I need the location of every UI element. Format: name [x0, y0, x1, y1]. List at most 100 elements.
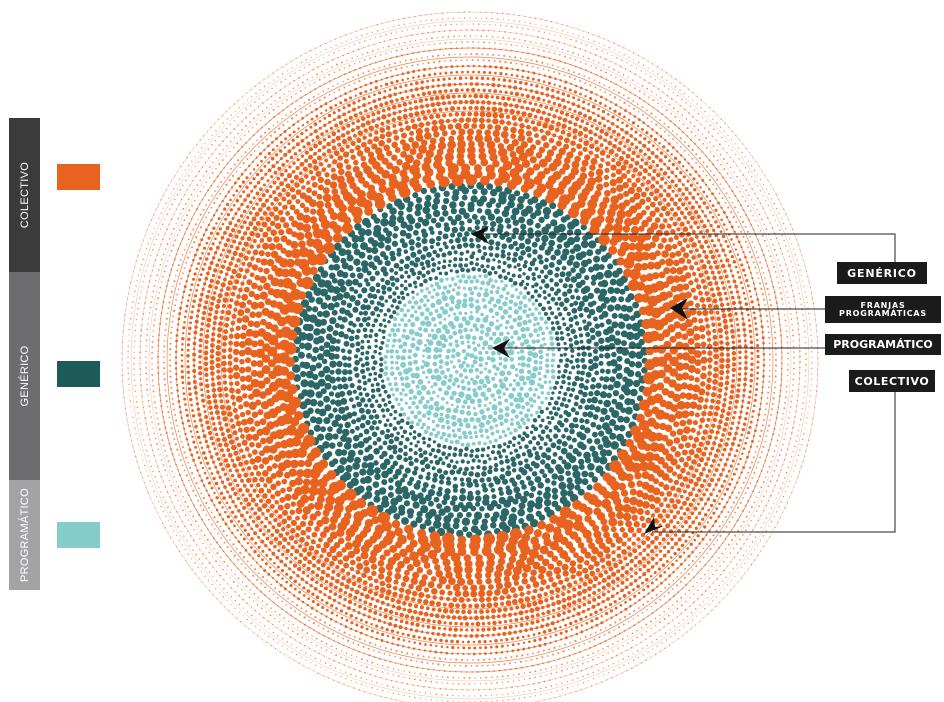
halftone-dot	[486, 503, 495, 512]
halftone-dot	[669, 430, 677, 437]
halftone-dot	[475, 529, 482, 536]
halftone-dot	[618, 394, 625, 400]
halftone-dot	[659, 491, 665, 497]
halftone-dot	[413, 300, 419, 305]
halftone-dot	[220, 432, 225, 437]
halftone-dot	[578, 125, 583, 129]
halftone-dot	[613, 338, 622, 346]
halftone-dot	[620, 275, 628, 284]
halftone-dot	[539, 409, 544, 414]
halftone-dot	[482, 245, 487, 250]
halftone-dot	[578, 326, 583, 332]
halftone-dot	[515, 246, 520, 252]
halftone-dot	[582, 602, 587, 607]
halftone-dot	[509, 606, 514, 611]
halftone-dot	[460, 442, 465, 447]
halftone-dot	[475, 299, 480, 304]
halftone-dot	[346, 123, 351, 128]
halftone-dot	[712, 441, 717, 446]
halftone-dot	[665, 192, 671, 198]
halftone-dot	[484, 208, 492, 216]
halftone-dot	[447, 215, 453, 222]
halftone-dot	[492, 118, 499, 125]
halftone-dot	[699, 259, 704, 264]
halftone-dot	[399, 259, 405, 264]
halftone-dot	[588, 129, 593, 135]
halftone-dot	[309, 364, 317, 372]
halftone-dot	[368, 555, 377, 564]
halftone-dot	[595, 567, 601, 573]
halftone-dot	[390, 304, 394, 308]
halftone-dot	[260, 318, 267, 326]
halftone-dot	[209, 348, 215, 354]
halftone-dot	[307, 163, 313, 168]
halftone-dot	[474, 454, 480, 459]
halftone-dot	[397, 447, 403, 453]
halftone-dot	[584, 418, 590, 424]
halftone-dot	[379, 430, 385, 435]
halftone-dot	[620, 304, 628, 312]
halftone-dot	[409, 420, 415, 425]
halftone-dot	[493, 456, 498, 461]
halftone-dot	[422, 481, 429, 489]
halftone-dot	[403, 108, 408, 113]
halftone-dot	[606, 326, 615, 334]
halftone-dot	[385, 563, 394, 571]
halftone-dot	[277, 540, 283, 546]
halftone-dot	[560, 447, 568, 455]
halftone-dot	[311, 531, 318, 538]
halftone-dot	[576, 352, 581, 357]
halftone-dot	[673, 437, 681, 444]
halftone-dot	[374, 130, 379, 135]
halftone-dot	[455, 460, 459, 464]
halftone-dot	[611, 571, 617, 577]
halftone-dot	[313, 328, 321, 336]
halftone-dot	[510, 408, 516, 414]
halftone-dot	[469, 254, 475, 260]
halftone-dot	[667, 184, 672, 190]
halftone-dot	[501, 587, 509, 595]
halftone-dot	[397, 323, 402, 327]
halftone-dot	[252, 249, 259, 256]
halftone-dot	[470, 449, 474, 454]
halftone-dot	[243, 472, 249, 478]
halftone-dot	[220, 309, 225, 315]
halftone-dot	[305, 526, 312, 533]
halftone-dot	[394, 572, 402, 580]
halftone-dot	[473, 164, 482, 173]
halftone-dot	[298, 552, 304, 558]
halftone-dot	[492, 129, 500, 138]
halftone-dot	[264, 198, 270, 203]
halftone-dot	[336, 175, 345, 184]
halftone-dot	[443, 493, 451, 501]
halftone-dot	[534, 209, 542, 216]
halftone-dot	[432, 595, 438, 600]
halftone-dot	[210, 296, 216, 301]
halftone-dot	[543, 264, 549, 270]
halftone-dot	[611, 409, 620, 419]
halftone-dot	[561, 597, 567, 603]
halftone-dot	[700, 381, 706, 387]
halftone-dot	[628, 242, 637, 251]
halftone-dot	[455, 269, 460, 274]
halftone-dot	[329, 212, 338, 221]
halftone-dot	[658, 192, 664, 198]
halftone-dot	[616, 355, 623, 362]
halftone-dot	[481, 447, 486, 452]
halftone-dot	[541, 618, 545, 622]
halftone-dot	[660, 205, 667, 212]
halftone-dot	[535, 441, 541, 446]
halftone-dot	[624, 570, 630, 575]
halftone-dot	[480, 188, 488, 196]
halftone-dot	[229, 381, 234, 386]
halftone-dot	[463, 212, 470, 219]
halftone-dot	[232, 463, 237, 468]
halftone-dot	[711, 423, 716, 428]
halftone-dot	[542, 473, 548, 479]
halftone-dot	[598, 360, 604, 366]
halftone-dot	[672, 393, 681, 403]
halftone-dot	[245, 488, 250, 493]
halftone-dot	[434, 95, 440, 101]
halftone-dot	[446, 476, 451, 482]
halftone-dot	[344, 170, 352, 178]
